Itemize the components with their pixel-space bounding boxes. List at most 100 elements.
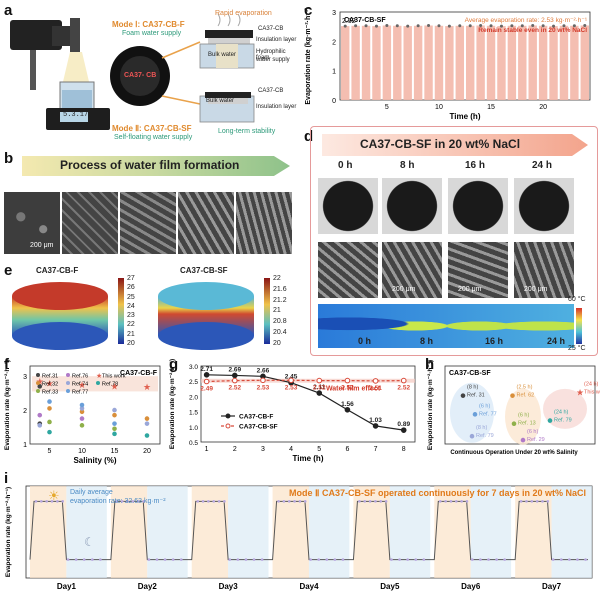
- i-point: [384, 500, 388, 503]
- i-xtick: Day7: [542, 582, 562, 591]
- f-point: [79, 402, 85, 408]
- e-right-tick: 21: [273, 307, 281, 315]
- f-point: [112, 412, 117, 418]
- i-xtick: Day2: [138, 582, 158, 591]
- i-point: [223, 500, 226, 503]
- c-bar: [580, 25, 589, 101]
- f-legend-label: Ref.74: [72, 382, 88, 388]
- micrograph-d4: [514, 242, 574, 298]
- f-legend-label: Ref.76: [72, 374, 88, 380]
- panel-label-b: b: [4, 150, 14, 167]
- c-stable-text: Remain stable even in 20 wt% NaCl: [478, 27, 587, 34]
- water-supply-label: water supply: [256, 57, 290, 63]
- i-point: [147, 558, 151, 561]
- micrograph-b1: [4, 192, 60, 254]
- c-xtick: 20: [539, 104, 547, 111]
- i-point: [374, 500, 377, 503]
- e-right-tick: 20.8: [273, 318, 287, 326]
- i-point: [530, 500, 534, 503]
- h-point-time: (6 h): [527, 429, 538, 435]
- c-point: [364, 24, 368, 28]
- i-point: [45, 500, 48, 503]
- c-ytick: 3: [332, 10, 336, 17]
- i-daily-value: evaporation rate: 32.63 kg·m⁻²: [70, 498, 166, 505]
- panel-e: e CA37-CB-F CA37-CB-SF 27 26 25 24 23 22 21 20 …: [0, 262, 300, 354]
- g-data-label: 2.71: [200, 366, 213, 373]
- time-16h: 16 h: [465, 160, 486, 171]
- h-point-time: (24 h): [584, 382, 599, 388]
- i-point: [438, 500, 442, 503]
- c-bar: [393, 25, 402, 100]
- f-legend-label: This work: [102, 374, 126, 380]
- g-data-label: 2.52: [397, 385, 410, 392]
- panel-b-title: Process of water film formation: [60, 158, 240, 172]
- c-bar: [518, 25, 527, 100]
- g-point: [372, 378, 379, 384]
- c-ytick: 2: [332, 39, 336, 46]
- g-series-line: [206, 374, 404, 431]
- i-point: [449, 500, 453, 503]
- f-ytick: 3: [23, 374, 27, 381]
- g-data-label: 2.53: [257, 384, 270, 391]
- g-legend-label: CA37-CB-SF: [239, 424, 278, 431]
- hydrophilic-label: Hydrophilic foam: [256, 49, 286, 61]
- h-point-ref: Ref. 13: [518, 421, 536, 427]
- f-point: [47, 399, 52, 404]
- c-bar: [341, 26, 350, 100]
- c-point: [395, 24, 399, 28]
- f-point: [112, 426, 117, 432]
- g-data-label: 2.53: [285, 384, 298, 391]
- ir-label-8h: 8 h: [420, 336, 434, 346]
- i-point: [131, 500, 135, 503]
- i-point: [535, 500, 539, 503]
- chart-c: 0 1 2 3 5 10 15 20 Time (h) Evaporation rate (kg·…: [305, 7, 591, 121]
- stability-label: Long-term stability: [218, 128, 276, 135]
- i-xtick: Day4: [299, 582, 319, 591]
- insulation-bottom-label: Insulation layer: [256, 104, 297, 110]
- c-point: [354, 24, 358, 28]
- c-bar: [497, 26, 506, 100]
- c-bar: [559, 25, 569, 100]
- micrograph-b4: [178, 192, 234, 254]
- i-point: [287, 500, 291, 503]
- g-xtick: 2: [233, 446, 237, 453]
- i-point: [120, 500, 124, 503]
- g-point: [372, 423, 379, 429]
- e-left-tick: 27: [127, 275, 135, 282]
- c-bar: [413, 25, 423, 100]
- panel-label-d: d: [304, 128, 314, 145]
- e-left-tick: 21: [127, 330, 135, 338]
- moon-icon: ☾: [84, 535, 95, 549]
- i-day-band: [353, 486, 390, 578]
- g-legend-marker: [225, 413, 231, 419]
- i-point: [317, 558, 321, 561]
- g-ytick: 0.5: [189, 440, 198, 447]
- f-point: [112, 421, 117, 426]
- ir-image-strip: [318, 304, 574, 348]
- i-point: [460, 500, 463, 503]
- h-point-time: (2.5 h): [517, 385, 533, 391]
- f-point: [79, 406, 85, 411]
- i-point: [309, 558, 312, 561]
- i-night-band: [228, 486, 269, 578]
- scale-d3: 200 μm: [458, 286, 482, 293]
- c-bar: [538, 25, 548, 100]
- i-point: [277, 500, 280, 503]
- i-point: [50, 500, 54, 503]
- time-8h: 8 h: [400, 160, 415, 171]
- f-point: [144, 416, 150, 421]
- h-point: [520, 437, 526, 443]
- g-point: [316, 377, 323, 384]
- ir-colorbar: [576, 308, 582, 344]
- c-point: [541, 24, 545, 28]
- panel-label-g: g: [169, 356, 179, 373]
- i-point: [454, 500, 458, 503]
- c-xlabel: Time (h): [450, 112, 481, 121]
- f-point: [112, 407, 117, 413]
- i-point: [91, 558, 94, 561]
- f-legend-marker: [36, 373, 40, 377]
- e-left-tick: 23: [127, 312, 135, 320]
- f-point: [112, 431, 117, 437]
- ca37cb-bottom-label: CA37-CB: [258, 88, 284, 94]
